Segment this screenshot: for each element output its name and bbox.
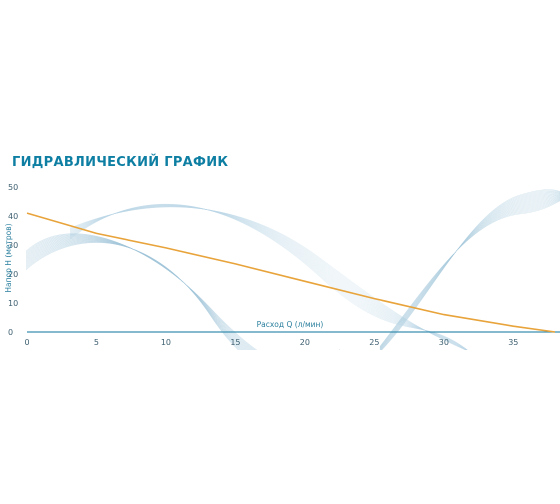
decorative-wave-line	[379, 200, 560, 347]
series-layer	[26, 212, 556, 333]
decorative-wave-line	[26, 239, 340, 350]
decorative-wave-background	[26, 189, 560, 350]
decorative-wave-line	[69, 204, 468, 350]
x-tick-label: 35	[508, 338, 518, 347]
y-tick-label: 50	[8, 183, 18, 192]
decorative-wave-line	[26, 234, 340, 350]
decorative-wave-line	[69, 204, 468, 350]
decorative-wave-line	[379, 199, 560, 348]
decorative-wave-line	[26, 234, 340, 350]
decorative-wave-line	[26, 236, 340, 350]
decorative-wave-line	[379, 194, 560, 350]
y-axis: 0 10 20 30 40 50	[8, 183, 18, 337]
decorative-wave-line	[26, 239, 340, 350]
x-tick-label: 15	[230, 338, 240, 347]
decorative-wave-line	[26, 233, 340, 350]
decorative-wave-line	[26, 236, 340, 350]
decorative-wave-line	[379, 196, 560, 350]
decorative-wave-line	[69, 206, 467, 350]
decorative-wave-line	[379, 200, 560, 347]
decorative-wave-line	[69, 205, 467, 350]
decorative-wave-line	[26, 238, 340, 350]
decorative-wave-line	[26, 237, 340, 350]
y-axis-label: Напор H (метров)	[4, 223, 13, 292]
decorative-wave-line	[379, 194, 560, 350]
decorative-wave-line	[69, 204, 468, 350]
decorative-wave-line	[69, 204, 468, 350]
decorative-wave-line	[69, 205, 467, 350]
decorative-wave-line	[26, 237, 340, 350]
decorative-wave-line	[26, 235, 340, 350]
decorative-wave-line	[69, 205, 468, 350]
decorative-wave-line	[26, 238, 340, 350]
decorative-wave-line	[381, 190, 560, 350]
decorative-wave-line	[26, 237, 340, 350]
y-tick-label: 30	[8, 241, 18, 250]
decorative-wave-line	[379, 195, 560, 350]
y-tick-label: 20	[8, 270, 18, 279]
decorative-wave-line	[69, 205, 467, 350]
decorative-wave-line	[381, 190, 560, 350]
decorative-wave-line	[26, 239, 340, 350]
series-line	[26, 212, 556, 333]
y-tick-label: 10	[8, 299, 18, 308]
decorative-wave-line	[26, 240, 340, 350]
x-tick-label: 0	[24, 338, 29, 347]
decorative-wave-line	[380, 191, 560, 350]
decorative-wave-line	[379, 195, 560, 350]
decorative-wave-line	[26, 241, 340, 350]
decorative-wave-line	[69, 205, 467, 350]
x-axis: 0 5 10 15 20 25 30 35	[24, 331, 560, 347]
x-tick-label: 25	[369, 338, 379, 347]
decorative-wave-line	[26, 240, 340, 350]
y-tick-label: 40	[8, 212, 18, 221]
x-tick-label: 20	[300, 338, 310, 347]
decorative-wave-line	[380, 193, 560, 350]
decorative-wave-line	[69, 205, 468, 350]
x-tick-label: 30	[439, 338, 449, 347]
decorative-wave-line	[380, 193, 560, 350]
decorative-wave-line	[26, 233, 340, 350]
decorative-wave-line	[69, 204, 468, 350]
x-tick-label: 10	[161, 338, 171, 347]
y-tick-label: 0	[8, 328, 13, 337]
decorative-wave-line	[26, 241, 340, 350]
decorative-wave-line	[69, 204, 468, 350]
x-axis-label: Расход Q (л/мин)	[257, 320, 324, 329]
x-tick-label: 5	[94, 338, 99, 347]
decorative-wave-line	[69, 205, 468, 350]
decorative-wave-line	[69, 203, 468, 350]
decorative-wave-line	[69, 206, 467, 350]
decorative-wave-line	[26, 241, 340, 350]
chart-title: ГИДРАВЛИЧЕСКИЙ ГРАФИК	[12, 155, 229, 170]
decorative-wave-line	[381, 189, 560, 350]
decorative-wave-line	[379, 197, 560, 349]
decorative-wave-line	[379, 197, 560, 349]
decorative-wave-line	[380, 192, 560, 350]
decorative-wave-line	[69, 204, 468, 350]
decorative-wave-line	[379, 196, 560, 349]
decorative-wave-line	[26, 242, 340, 350]
decorative-wave-line	[26, 242, 340, 350]
